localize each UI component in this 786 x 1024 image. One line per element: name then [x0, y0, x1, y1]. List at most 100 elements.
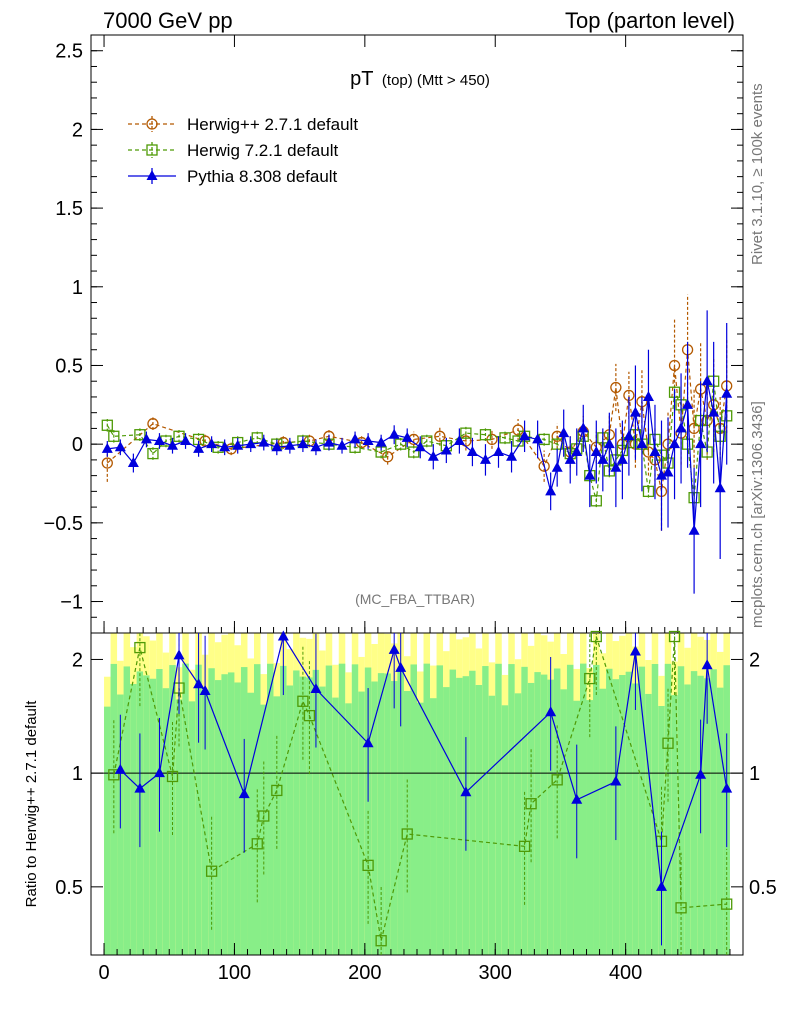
data-point [336, 439, 348, 450]
data-point [479, 429, 492, 441]
chart-title: pT (top) (Mtt > 450) [350, 68, 490, 90]
data-point [232, 439, 244, 450]
ratio-point [395, 661, 407, 672]
ratio-y-tick-label: 0.5 [55, 877, 83, 899]
ratio-y-axis-label: Ratio to Herwig++ 2.7.1 default [23, 700, 40, 908]
data-point [134, 429, 146, 441]
ratio-point [303, 709, 316, 722]
data-point [323, 436, 335, 447]
data-point [375, 436, 387, 447]
data-point [421, 435, 433, 447]
ratio-point [134, 782, 146, 793]
data-point [642, 485, 655, 498]
ratio-band-inner [501, 705, 509, 955]
data-point [682, 398, 694, 409]
ratio-point [193, 678, 205, 689]
data-point [493, 446, 504, 457]
ratio-band-inner [123, 666, 131, 955]
ratio-band-inner [227, 672, 235, 955]
ratio-point [545, 706, 557, 717]
ratio-band-inner [436, 665, 444, 955]
ratio-band-inner [527, 682, 535, 955]
ratio-band-inner [540, 674, 548, 955]
legend-label: Pythia 8.308 default [187, 167, 338, 186]
ratio-band-inner [566, 664, 574, 955]
ratio-band-inner [293, 670, 300, 955]
ratio-band-inner [338, 663, 346, 955]
ratio-band-inner [593, 664, 600, 955]
data-point [564, 453, 576, 464]
ratio-band-inner [234, 682, 241, 955]
data-point [629, 406, 641, 417]
ratio-band-inner [345, 703, 352, 955]
data-point [284, 439, 296, 450]
x-tick-label: 0 [98, 962, 109, 984]
ratio-band-inner [638, 666, 646, 955]
energy-label: 7000 GeV pp [103, 8, 233, 33]
ratio-band-inner [684, 684, 691, 955]
ratio-band-inner [449, 669, 457, 955]
ratio-series [108, 630, 733, 955]
ratio-band-inner [201, 689, 209, 955]
ratio-band-inner [664, 663, 672, 955]
ratio-band-inner [710, 669, 717, 955]
y-tick-label: 1 [72, 277, 83, 299]
ratio-point [205, 865, 218, 877]
ratio-band-inner [351, 664, 359, 955]
data-point [695, 438, 707, 449]
data-point [127, 457, 139, 468]
y-tick-label: 0 [72, 434, 83, 456]
data-point [721, 387, 733, 398]
data-point [499, 432, 511, 444]
ratio-band-inner [143, 675, 150, 955]
data-point [708, 406, 720, 417]
data-point [479, 453, 491, 464]
data-point [101, 442, 113, 453]
ratio-band-inner [280, 665, 287, 955]
data-point [362, 435, 374, 446]
data-point [662, 466, 674, 477]
data-point [603, 438, 615, 449]
ratio-band-inner [403, 691, 411, 955]
x-tick-label: 400 [609, 962, 642, 984]
y-tick-label: −0.5 [44, 513, 83, 535]
ratio-band-inner [169, 665, 176, 955]
data-point [401, 431, 413, 442]
ratio-band-inner [625, 671, 633, 955]
ratio-point [701, 659, 713, 670]
ratio-band-inner [188, 701, 196, 955]
ratio-band-inner [195, 664, 202, 955]
ratio-point [551, 774, 563, 786]
ratio-band-inner [208, 668, 215, 955]
data-point [532, 433, 544, 444]
ratio-band-inner [130, 683, 137, 955]
ratio-point [271, 784, 283, 797]
data-point [460, 427, 472, 439]
data-point [349, 433, 361, 444]
x-tick-label: 300 [479, 962, 512, 984]
data-point [610, 381, 622, 394]
ratio-band-inner [690, 671, 698, 955]
data-point [571, 446, 583, 457]
data-point [206, 438, 218, 449]
data-point [519, 430, 531, 441]
ratio-point [656, 880, 667, 891]
ratio-band-inner [580, 663, 587, 955]
ratio-band-inner [586, 700, 594, 955]
ratio-point [277, 630, 289, 641]
data-point [147, 418, 159, 430]
data-point [616, 453, 628, 464]
data-point [506, 450, 518, 461]
ratio-point [388, 643, 400, 654]
ratio-band-inner [716, 687, 724, 955]
data-point [408, 446, 420, 458]
ratio-point [668, 630, 681, 643]
ratio-point [153, 767, 165, 778]
ratio-band-inner [260, 704, 268, 955]
ratio-band-inner [397, 667, 404, 955]
data-point [147, 447, 159, 460]
data-point [701, 375, 713, 386]
ratio-band-inner [110, 663, 118, 955]
mcplots-label: mcplots.cern.ch [arXiv:1306.3436] [749, 401, 766, 628]
